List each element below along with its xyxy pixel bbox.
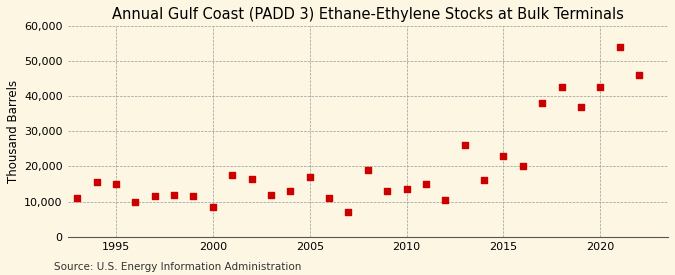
Point (498, 154, 509, 158)
Point (556, 85, 567, 90)
Point (382, 189, 393, 193)
Point (459, 143, 470, 148)
Point (130, 199, 141, 204)
Point (324, 196, 335, 200)
Point (576, 104, 587, 109)
Point (614, 45, 625, 49)
Title: Annual Gulf Coast (PADD 3) Ethane-Ethylene Stocks at Bulk Terminals: Annual Gulf Coast (PADD 3) Ethane-Ethyle… (112, 7, 624, 22)
Point (207, 205, 218, 209)
Point (169, 192, 180, 197)
Point (537, 101, 547, 105)
Point (149, 194, 160, 199)
Point (343, 210, 354, 214)
Point (440, 198, 451, 202)
Point (227, 173, 238, 177)
Point (401, 187, 412, 191)
Point (188, 194, 199, 199)
Point (517, 164, 528, 169)
Point (111, 182, 122, 186)
Point (595, 85, 605, 90)
Point (421, 182, 431, 186)
Point (634, 73, 645, 77)
Point (265, 192, 276, 197)
Point (285, 189, 296, 193)
Text: Source: U.S. Energy Information Administration: Source: U.S. Energy Information Administ… (54, 262, 301, 272)
Point (304, 175, 315, 179)
Point (479, 178, 489, 183)
Point (72, 196, 82, 200)
Y-axis label: Thousand Barrels: Thousand Barrels (7, 80, 20, 183)
Point (246, 177, 257, 181)
Point (362, 168, 373, 172)
Point (91, 180, 102, 185)
